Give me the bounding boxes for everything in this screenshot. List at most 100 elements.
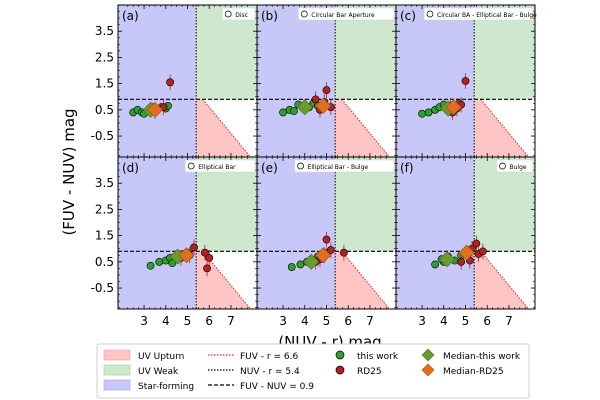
legend-swatch-uv-weak xyxy=(103,364,131,376)
panel-label-marker xyxy=(426,10,434,18)
fuv-r-line xyxy=(341,250,390,309)
uv-upturn-region xyxy=(196,99,251,157)
panel-letter: (c) xyxy=(400,9,416,23)
rd25-point xyxy=(311,95,320,104)
uv-upturn-region xyxy=(335,99,390,157)
panel-label: Bulge xyxy=(510,164,527,171)
panel-label-box xyxy=(496,159,534,173)
legend-label-fuv-r: FUV - r = 6.6 xyxy=(240,352,298,362)
uv-weak-region xyxy=(335,5,396,100)
panel-label: Disc xyxy=(235,12,248,19)
panel-b: (b) Circular Bar Aperture xyxy=(256,4,397,158)
panel-plot-area xyxy=(396,157,535,309)
x-tick-label: 4 xyxy=(162,314,170,328)
x-tick-label: 7 xyxy=(505,314,513,328)
this-work-point xyxy=(424,108,433,117)
panel-grid: 3.5 2.5 1.5 0.5 -0.5 (a) Disc (b) Circular Bar A… xyxy=(91,4,537,328)
legend-label-uv-weak: UV Weak xyxy=(138,367,179,377)
uv-weak-region xyxy=(474,157,535,252)
this-work-point xyxy=(287,263,296,271)
panel-plot-area xyxy=(257,5,396,157)
median-rd25-marker xyxy=(178,247,195,264)
median-this-work-marker xyxy=(439,251,456,268)
x-tick-label: 6 xyxy=(483,314,491,328)
this-work-point xyxy=(146,261,155,270)
uv-weak-region xyxy=(335,157,396,252)
star-forming-region xyxy=(118,157,197,309)
panel-label-box xyxy=(184,159,256,173)
panel-letter: (f) xyxy=(400,161,414,175)
legend-label-fuv-nuv: FUV - NUV = 0.9 xyxy=(240,382,314,392)
uv-weak-region xyxy=(196,5,257,100)
uv-weak-region xyxy=(474,5,535,100)
panel-label-box xyxy=(294,159,395,173)
rd25-point xyxy=(322,86,331,95)
panel-plot-area xyxy=(396,5,535,157)
median-this-work-marker xyxy=(303,253,320,270)
star-forming-region xyxy=(396,5,475,157)
median-rd25-marker xyxy=(146,101,163,118)
this-work-point xyxy=(168,259,177,268)
x-tick-label: 6 xyxy=(344,314,352,328)
rd25-point xyxy=(472,239,481,248)
panel-label-marker xyxy=(187,162,195,170)
panel-plot-area xyxy=(257,157,396,309)
legend-marker-median-rd25 xyxy=(421,363,435,377)
legend-label-this-work: this work xyxy=(357,352,399,362)
fuv-r-line xyxy=(202,98,251,157)
star-forming-region xyxy=(396,157,475,309)
median-rd25-marker xyxy=(445,99,462,116)
fuv-r-line xyxy=(480,98,529,157)
y-tick-label: 1.5 xyxy=(95,77,114,91)
panel-e: 3 4 5 6 7 (e) Elliptical Bar - Bulge xyxy=(256,156,397,328)
panel-label: Circular BA - Elliptical Bar - Bulge xyxy=(437,12,537,19)
legend-label-median-rd25: Median-RD25 xyxy=(443,367,504,377)
rd25-point xyxy=(205,253,214,262)
rd25-point xyxy=(203,264,211,273)
legend-frame xyxy=(96,343,530,399)
x-tick-label: 3 xyxy=(418,314,426,328)
panel-plot-area xyxy=(118,5,257,157)
panel-letter: (e) xyxy=(261,161,278,175)
this-work-point xyxy=(296,260,305,269)
rd25-point xyxy=(457,257,466,266)
panel-d: 3 4 5 6 7 3.5 2.5 1.5 0.5 -0.5 (d) Elliptical Bar xyxy=(91,156,258,328)
x-tick-label: 4 xyxy=(440,314,448,328)
x-tick-label: 7 xyxy=(366,314,374,328)
star-forming-region xyxy=(257,5,336,157)
legend-swatch-uv-upturn xyxy=(103,349,131,361)
legend-label-star-forming: Star-forming xyxy=(138,382,194,392)
panel-label-marker xyxy=(224,10,232,18)
panel-label: Elliptical Bar xyxy=(198,164,236,171)
rd25-point xyxy=(339,248,348,257)
uv-upturn-region xyxy=(474,99,529,157)
legend-label-uv-upturn: UV Upturn xyxy=(138,352,184,362)
fuv-r-line xyxy=(480,250,529,309)
panel-a: 3.5 2.5 1.5 0.5 -0.5 (a) Disc xyxy=(91,4,258,158)
panel-label-box xyxy=(423,7,534,21)
this-work-point xyxy=(155,257,164,266)
panel-label-box xyxy=(297,7,395,21)
panel-letter: (b) xyxy=(261,9,278,23)
y-tick-label: 3.5 xyxy=(95,176,114,190)
rd25-point xyxy=(478,247,487,256)
uv-upturn-region xyxy=(335,251,390,309)
x-tick-label: 3 xyxy=(279,314,287,328)
y-axis-label: (FUV - NUV) mag xyxy=(60,108,78,235)
this-work-point xyxy=(279,108,287,117)
star-forming-region xyxy=(257,157,336,309)
panel-label-marker xyxy=(300,10,308,18)
legend-label-nuv-r: NUV - r = 5.4 xyxy=(240,367,300,377)
this-work-point xyxy=(418,109,426,118)
legend-marker-median-this-work xyxy=(421,348,435,362)
y-tick-label: 2.5 xyxy=(95,50,114,64)
legend-marker-this-work xyxy=(335,350,345,360)
legend-marker-rd25 xyxy=(335,365,345,375)
y-tick-label: -0.5 xyxy=(91,129,114,143)
median-rd25-marker xyxy=(315,97,332,114)
x-tick-label: 5 xyxy=(323,314,331,328)
y-tick-label: 0.5 xyxy=(95,103,114,117)
fuv-r-line xyxy=(341,98,390,157)
y-tick-label: 1.5 xyxy=(95,229,114,243)
